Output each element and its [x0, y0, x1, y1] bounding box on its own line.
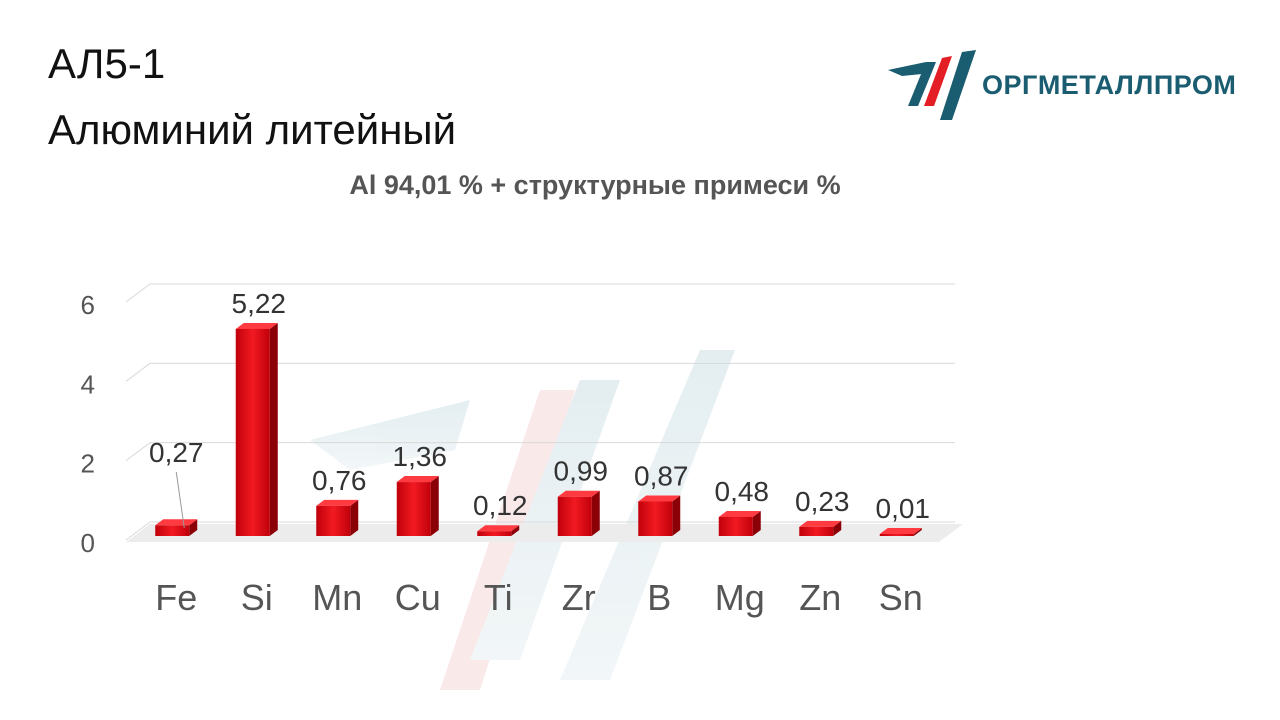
- bar-side: [752, 510, 761, 536]
- leader-line: [175, 471, 185, 529]
- data-label: 0,01: [876, 493, 931, 524]
- bar-cu: [396, 476, 439, 536]
- grid-line-depth: [125, 362, 151, 382]
- bar-front: [879, 534, 914, 536]
- x-tick-label: Fe: [155, 577, 197, 618]
- bar-front: [799, 526, 834, 536]
- x-tick-label: Cu: [395, 577, 441, 618]
- grid-line-depth: [125, 521, 151, 541]
- bar-mg: [718, 510, 761, 536]
- bar-front: [235, 328, 270, 536]
- x-tick-label: Mn: [312, 577, 362, 618]
- x-tick-label: Zr: [562, 577, 596, 618]
- bar-front: [557, 496, 592, 536]
- data-label: 0,99: [554, 456, 609, 487]
- y-tick-label: 4: [81, 369, 95, 399]
- logo-icon: [888, 50, 976, 120]
- y-tick-label: 6: [81, 290, 95, 320]
- x-tick-label: Mg: [715, 577, 765, 618]
- chart-title: Al 94,01 % + структурные примеси %: [349, 170, 841, 200]
- data-label: 0,48: [715, 476, 770, 507]
- bar-front: [718, 516, 753, 536]
- bar-side: [189, 519, 198, 536]
- title-block: АЛ5-1 Алюминий литейный: [48, 38, 456, 156]
- bar-side: [913, 528, 922, 536]
- bar-side: [511, 525, 520, 536]
- data-label: 0,76: [312, 465, 367, 496]
- bar-top: [557, 490, 600, 497]
- bar-side: [350, 499, 359, 536]
- bar-side: [591, 490, 600, 536]
- data-label: 5,22: [232, 288, 287, 319]
- bar-front: [155, 525, 190, 536]
- bar-top: [396, 476, 439, 483]
- x-tick-label: Zn: [799, 577, 841, 618]
- bar-zr: [557, 490, 600, 536]
- bar-zn: [799, 520, 842, 536]
- logo-text: ОРГМЕТАЛЛПРОМ: [982, 70, 1237, 100]
- data-label: 0,27: [149, 437, 204, 468]
- data-label: 0,12: [473, 490, 528, 521]
- x-tick-label: Si: [241, 577, 273, 618]
- bar-mn: [316, 499, 359, 536]
- bar-b: [638, 495, 681, 536]
- bar-front: [396, 482, 431, 536]
- page-subtitle: Алюминий литейный: [48, 106, 457, 153]
- bar-top: [477, 525, 520, 532]
- y-tick-label: 0: [81, 528, 95, 558]
- data-label: 0,23: [795, 486, 850, 517]
- bar-side: [672, 495, 681, 536]
- grid-line-depth: [125, 283, 151, 303]
- bar-side: [269, 322, 278, 536]
- bar-si: [235, 322, 278, 536]
- bar-sn: [879, 528, 922, 536]
- bar-top: [155, 519, 198, 526]
- bar-top: [316, 499, 359, 506]
- data-label: 0,87: [634, 460, 689, 491]
- bar-front: [477, 531, 512, 536]
- bar-ti: [477, 525, 520, 536]
- data-label: 1,36: [393, 441, 448, 472]
- bar-front: [638, 501, 673, 536]
- x-tick-label: Sn: [879, 577, 923, 618]
- bar-top: [638, 495, 681, 502]
- x-tick-label: B: [647, 577, 671, 618]
- bar-front: [316, 505, 351, 536]
- bar-top: [799, 520, 842, 527]
- bar-side: [833, 520, 842, 536]
- bar-top: [235, 322, 278, 329]
- x-tick-label: Ti: [484, 577, 513, 618]
- bar-top: [879, 528, 922, 534]
- grid-line-depth: [125, 442, 151, 462]
- bar-fe: [155, 519, 198, 536]
- bar-side: [430, 476, 439, 536]
- y-tick-label: 2: [81, 449, 95, 479]
- bar-top: [718, 510, 761, 517]
- page-title: АЛ5-1: [48, 40, 166, 87]
